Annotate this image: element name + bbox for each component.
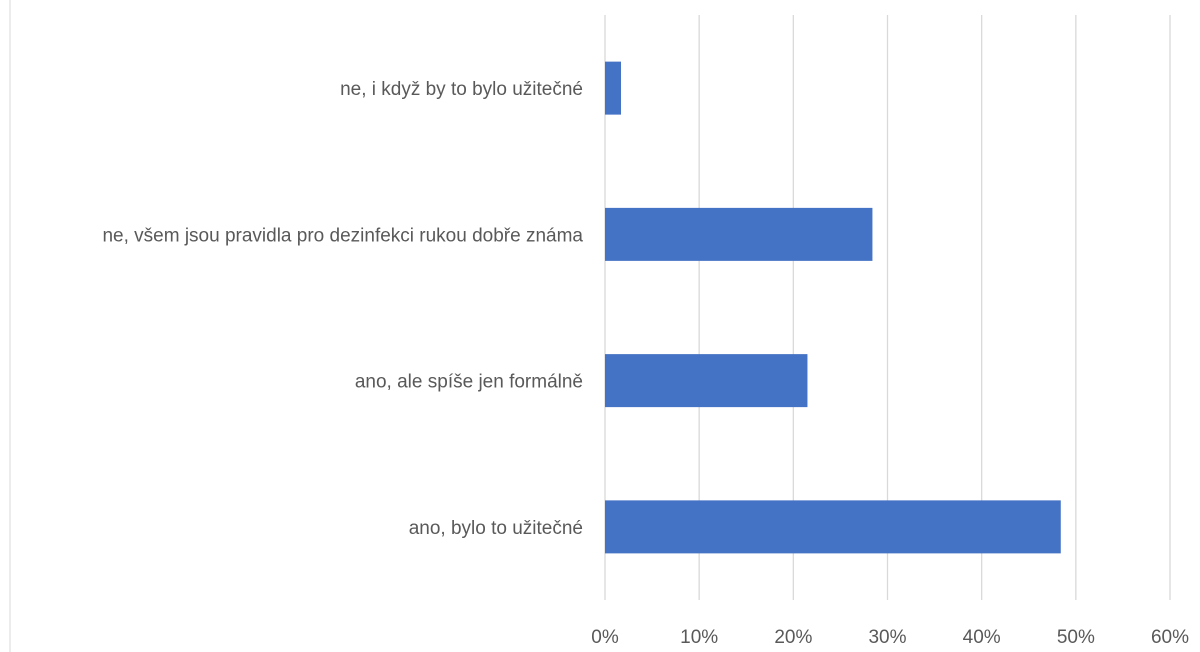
bar [605, 354, 808, 408]
category-label: ne, i když by to bylo užitečné [340, 79, 583, 100]
bar [605, 207, 873, 261]
x-tick-label: 0% [591, 627, 619, 648]
category-label: ano, bylo to užitečné [409, 518, 583, 539]
x-axis-tick-labels: 0% 10% 20% 30% 40% 50% 60% [591, 627, 1189, 648]
x-tick-label: 10% [680, 627, 718, 648]
x-tick-label: 30% [868, 627, 906, 648]
bars [605, 61, 1061, 554]
x-tick-label: 20% [774, 627, 812, 648]
x-tick-label: 40% [963, 627, 1001, 648]
category-label: ano, ale spíše jen formálně [355, 372, 583, 393]
bar [605, 500, 1061, 554]
category-labels: ne, i když by to bylo užitečné ne, všem j… [102, 79, 583, 539]
x-tick-label: 60% [1151, 627, 1189, 648]
bar [605, 61, 622, 115]
x-tick-label: 50% [1057, 627, 1095, 648]
category-label: ne, všem jsou pravidla pro dezinfekci ru… [102, 225, 583, 246]
